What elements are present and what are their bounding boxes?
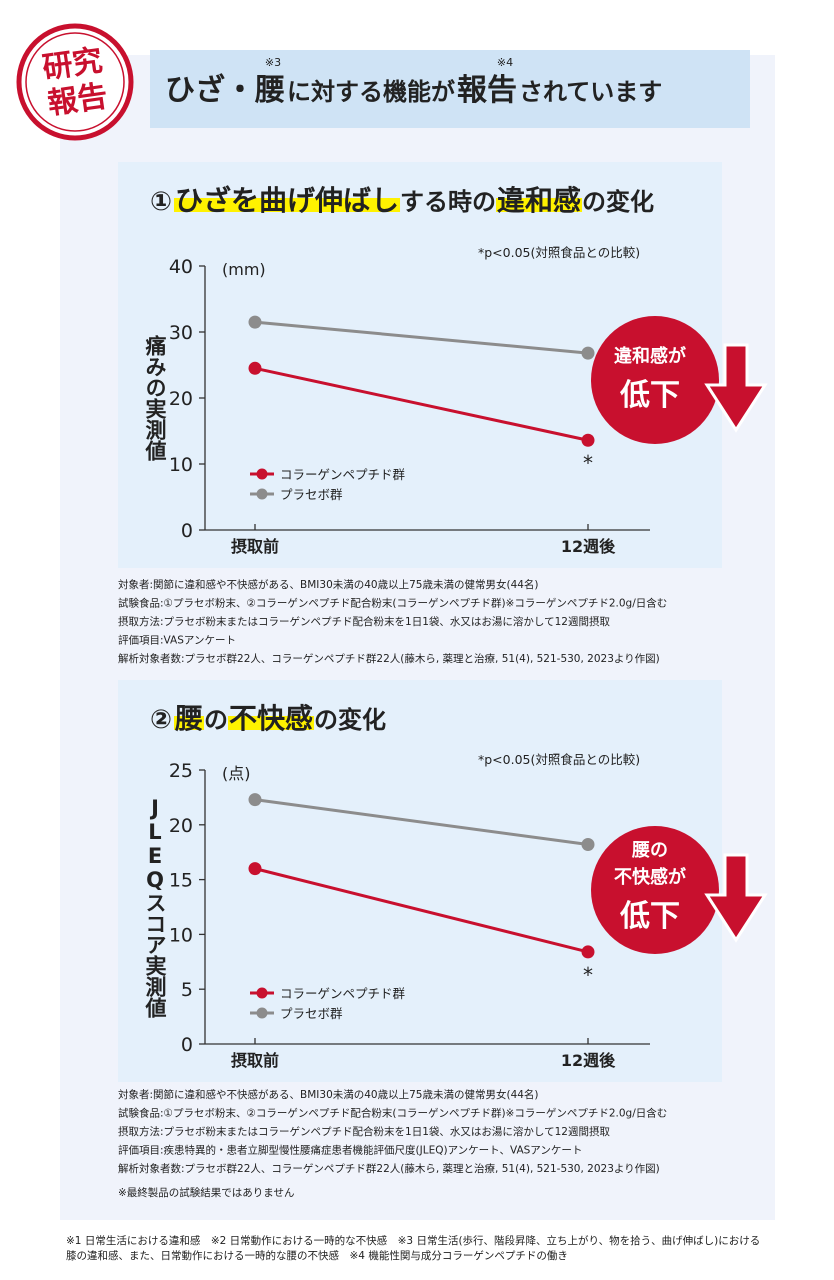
y-unit: (mm)	[222, 260, 266, 279]
x-tick-label: 摂取前	[231, 537, 279, 556]
y-tick-label: 20	[169, 388, 193, 410]
header-note: ※4	[497, 56, 513, 69]
callout-bubble	[591, 826, 719, 954]
chart-footnote: 評価項目:VASアンケート	[118, 634, 236, 647]
chart-footnote: 試験食品:①プラセボ粉末、②コラーゲンペプチド配合粉末(コラーゲンペプチド群)※…	[118, 1107, 667, 1120]
chart-title: 違和感	[497, 184, 581, 217]
header-title: に対する機能が	[287, 78, 455, 106]
callout-text: 違和感が	[614, 345, 686, 367]
header-band	[150, 50, 750, 128]
callout-text: 腰の	[631, 840, 668, 861]
legend-label: プラセボ群	[280, 487, 343, 502]
footnote: ※1 日常生活における違和感 ※2 日常動作における一時的な不快感 ※3 日常生…	[66, 1234, 760, 1247]
significance-note: *p<0.05(対照食品との比較)	[478, 245, 640, 260]
y-label: JLEQスコア実測値	[143, 796, 168, 1018]
chart-title: 不快感	[229, 702, 313, 735]
callout-arrow	[704, 343, 768, 433]
chart-footnote: 摂取方法:プラセボ粉末またはコラーゲンペプチド配合粉末を1日1袋、水又はお湯に溶…	[118, 1125, 610, 1138]
data-point	[581, 838, 595, 852]
header-title: 報告	[457, 73, 517, 108]
footnote: 膝の違和感、また、日常動作における一時的な腰の不快感 ※4 機能性関与成分コラー…	[66, 1249, 568, 1262]
stamp-text: 研究	[40, 43, 104, 86]
chart-title: の	[204, 706, 228, 734]
callout-text: 低下	[619, 899, 680, 934]
y-tick-label: 0	[181, 1034, 193, 1056]
x-tick-label: 摂取前	[231, 1051, 279, 1070]
callout-bubble	[591, 316, 719, 444]
series-line	[254, 867, 589, 954]
significance-mark: *	[583, 451, 593, 475]
chart-footnote: 対象者:関節に違和感や不快感がある、BMI30未満の40歳以上75歳未満の健常男…	[118, 1088, 539, 1101]
data-point	[248, 793, 262, 807]
title-highlight	[174, 716, 205, 730]
data-point	[248, 361, 262, 375]
series-line	[254, 366, 589, 442]
y-tick-label: 30	[169, 322, 193, 344]
callout-arrow	[704, 853, 768, 943]
legend-label: コラーゲンペプチド群	[280, 467, 406, 482]
y-tick-label: 10	[169, 924, 193, 946]
significance-mark: *	[583, 963, 593, 987]
y-tick-label: 20	[169, 815, 193, 837]
title-highlight	[174, 198, 401, 212]
header-title: されています	[519, 78, 662, 106]
legend-marker	[256, 488, 268, 500]
y-tick-label: 0	[181, 520, 193, 542]
series-line	[254, 320, 589, 355]
y-tick-label: 40	[169, 256, 193, 278]
legend-label: プラセボ群	[280, 1006, 343, 1021]
chart-title: ひざを曲げ伸ばし	[175, 184, 399, 217]
data-point	[581, 945, 595, 959]
title-highlight	[228, 716, 315, 730]
data-point	[248, 862, 262, 876]
legend-marker	[256, 987, 268, 999]
stamp-text: 報告	[45, 79, 109, 122]
y-tick-label: 5	[181, 979, 193, 1001]
chart-number: ②	[150, 705, 172, 735]
legend-marker	[256, 468, 268, 480]
x-tick-label: 12週後	[561, 1051, 616, 1070]
title-highlight	[496, 198, 583, 212]
data-point	[248, 315, 262, 329]
y-unit: (点)	[222, 764, 251, 783]
legend-label: コラーゲンペプチド群	[280, 986, 406, 1001]
legend-marker	[256, 1007, 268, 1019]
y-label: 痛みの実測値	[143, 334, 168, 461]
chart-footnote: 解析対象者数:プラセボ群22人、コラーゲンペプチド群22人(藤木ら, 薬理と治療…	[118, 1162, 660, 1175]
chart-number: ①	[150, 187, 172, 217]
chart-footnote: 対象者:関節に違和感や不快感がある、BMI30未満の40歳以上75歳未満の健常男…	[118, 578, 539, 591]
y-tick-label: 10	[169, 454, 193, 476]
disclaimer: ※最終製品の試験結果ではありません	[118, 1186, 294, 1199]
x-tick-label: 12週後	[561, 537, 616, 556]
data-point	[581, 433, 595, 447]
header-note: ※3	[265, 56, 281, 69]
chart-footnote: 解析対象者数:プラセボ群22人、コラーゲンペプチド群22人(藤木ら, 薬理と治療…	[118, 652, 660, 665]
chart-title: する時の	[400, 188, 496, 216]
chart-footnote: 評価項目:疾患特異的・患者立脚型慢性腰痛症患者機能評価尺度(JLEQ)アンケート…	[118, 1144, 582, 1157]
stamp	[16, 23, 134, 141]
y-tick-label: 15	[169, 870, 193, 892]
chart-title: 腰	[174, 702, 203, 735]
chart-footnote: 摂取方法:プラセボ粉末またはコラーゲンペプチド配合粉末を1日1袋、水又はお湯に溶…	[118, 615, 610, 628]
chart-title: の変化	[582, 188, 654, 216]
significance-note: *p<0.05(対照食品との比較)	[478, 752, 640, 767]
series-line	[254, 798, 589, 847]
y-tick-label: 25	[169, 760, 193, 782]
header-title: ひざ・腰	[165, 73, 285, 108]
chart-footnote: 試験食品:①プラセボ粉末、②コラーゲンペプチド配合粉末(コラーゲンペプチド群)※…	[118, 597, 667, 610]
chart-title: の変化	[314, 706, 386, 734]
callout-text: 低下	[619, 378, 680, 413]
stamp-ring	[25, 32, 125, 132]
data-point	[581, 346, 595, 360]
callout-text: 不快感が	[614, 866, 686, 888]
